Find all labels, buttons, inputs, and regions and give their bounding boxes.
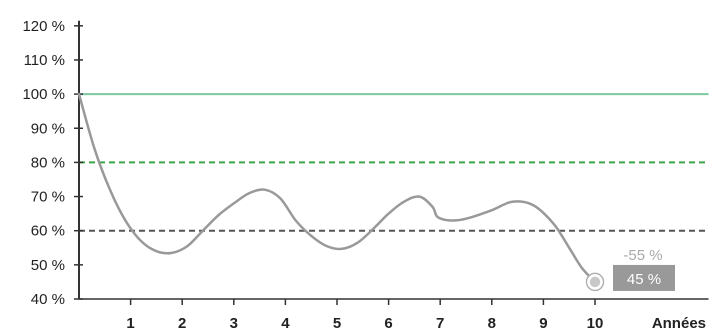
x-tick-label: 8 (488, 315, 496, 332)
x-tick-label: 10 (587, 315, 604, 332)
y-tick-label: 50 % (31, 257, 65, 274)
y-tick-label: 40 % (31, 291, 65, 308)
reference-lines (79, 93, 709, 232)
end-annotation: -55 % 45 % (585, 247, 675, 292)
y-tick-label: 80 % (31, 154, 65, 171)
x-tick-label: 7 (436, 315, 444, 332)
x-axis-unit-label: Années (652, 315, 706, 332)
end-point-ring (585, 272, 605, 292)
value-label: 45 % (627, 271, 661, 288)
y-tick-label: 90 % (31, 120, 65, 137)
x-tick-label: 3 (230, 315, 238, 332)
series-line (77, 92, 597, 284)
x-tick-label: 5 (333, 315, 341, 332)
y-tick-label: 120 % (22, 18, 65, 35)
value-label-box (613, 264, 675, 291)
x-axis: 1 2 3 4 5 6 7 8 9 10 Années (79, 298, 709, 332)
x-tick-label: 2 (178, 315, 186, 332)
y-tick-label: 70 % (31, 189, 65, 206)
x-tick-label: 1 (126, 315, 134, 332)
series (77, 92, 597, 284)
change-label: -55 % (623, 247, 662, 264)
x-tick-label: 6 (384, 315, 392, 332)
x-tick-label: 4 (281, 315, 290, 332)
y-tick-label: 60 % (31, 223, 65, 240)
end-point-marker (587, 274, 603, 290)
y-axis: 40 % 50 % 60 % 70 % 80 % 90 % 100 % 110 % 120 % (22, 18, 83, 308)
y-tick-label: 110 % (24, 52, 65, 69)
y-tick-label: 100 % (22, 86, 65, 103)
x-tick-label: 9 (539, 315, 547, 332)
